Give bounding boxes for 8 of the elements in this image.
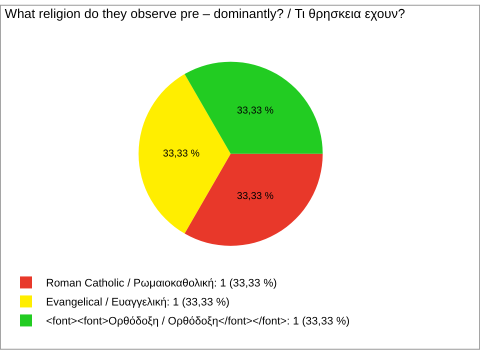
chart-title: What religion do they observe pre – dominantly? / Τι θρησκεια εχουν? bbox=[4, 6, 406, 21]
legend-label: <font><font>Ορθόδοξη / Ορθόδοξη</font></font>: 1 (33,33 %) bbox=[46, 316, 350, 328]
legend-label: Evangelical / Ευαγγελική: 1 (33,33 %) bbox=[46, 296, 230, 309]
legend-label: Roman Catholic / Ρωμαιοκαθολική: 1 (33,33 %) bbox=[46, 278, 277, 290]
data-label: 33,33 % bbox=[236, 106, 274, 117]
data-label: 33,33 % bbox=[162, 148, 200, 160]
pie-slice bbox=[138, 74, 231, 234]
data-label: 33,33 % bbox=[236, 191, 274, 202]
